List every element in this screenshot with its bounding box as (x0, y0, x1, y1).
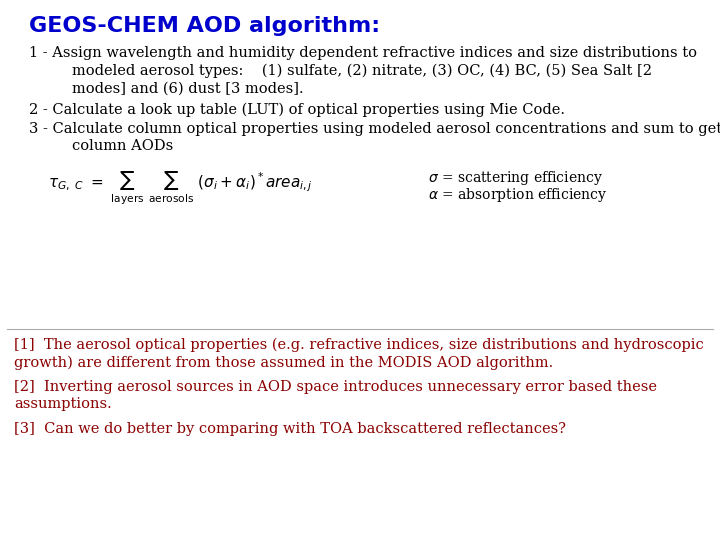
Text: $\sigma$ = scattering efficiency: $\sigma$ = scattering efficiency (428, 169, 603, 187)
Text: column AODs: column AODs (72, 139, 174, 153)
Text: growth) are different from those assumed in the MODIS AOD algorithm.: growth) are different from those assumed… (14, 355, 554, 370)
Text: 1 - Assign wavelength and humidity dependent refractive indices and size distrib: 1 - Assign wavelength and humidity depen… (29, 46, 697, 60)
Text: 3 - Calculate column optical properties using modeled aerosol concentrations and: 3 - Calculate column optical properties … (29, 122, 720, 136)
Text: assumptions.: assumptions. (14, 397, 112, 411)
Text: 2 - Calculate a look up table (LUT) of optical properties using Mie Code.: 2 - Calculate a look up table (LUT) of o… (29, 103, 564, 117)
Text: [3]  Can we do better by comparing with TOA backscattered reflectances?: [3] Can we do better by comparing with T… (14, 422, 567, 436)
Text: [1]  The aerosol optical properties (e.g. refractive indices, size distributions: [1] The aerosol optical properties (e.g.… (14, 338, 704, 352)
Text: [2]  Inverting aerosol sources in AOD space introduces unnecessary error based t: [2] Inverting aerosol sources in AOD spa… (14, 380, 657, 394)
Text: $\tau_{G,\ C}\ =\ \sum_{\rm layers}\ \sum_{\rm aerosols}\ (\sigma_i + \alpha_i)^: $\tau_{G,\ C}\ =\ \sum_{\rm layers}\ \su… (48, 171, 312, 207)
Text: modes] and (6) dust [3 modes].: modes] and (6) dust [3 modes]. (72, 82, 304, 96)
Text: $\alpha$ = absorption efficiency: $\alpha$ = absorption efficiency (428, 186, 608, 205)
Text: modeled aerosol types:    (1) sulfate, (2) nitrate, (3) OC, (4) BC, (5) Sea Salt: modeled aerosol types: (1) sulfate, (2) … (72, 64, 652, 78)
Text: GEOS-CHEM AOD algorithm:: GEOS-CHEM AOD algorithm: (29, 16, 380, 36)
